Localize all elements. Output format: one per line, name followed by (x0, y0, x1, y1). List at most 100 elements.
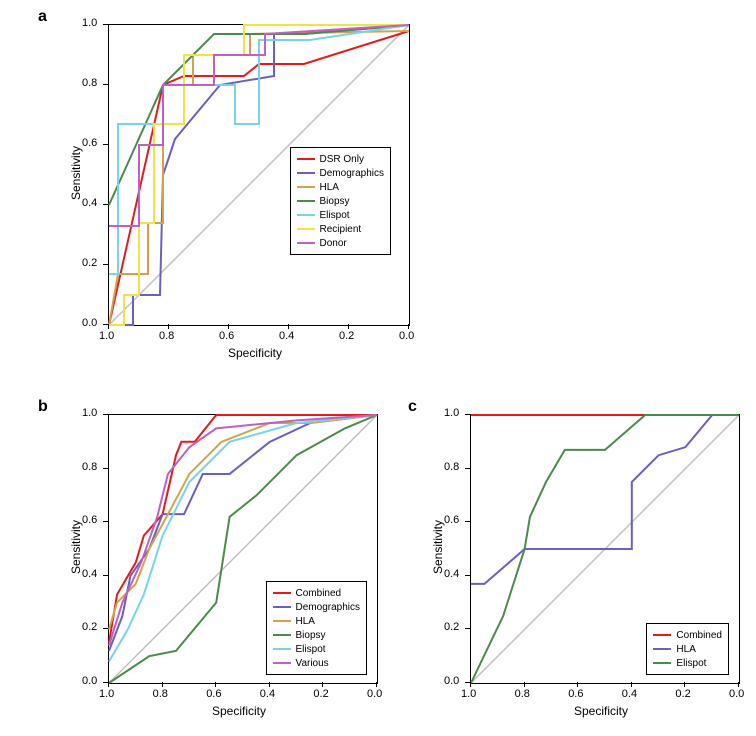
legend-swatch (653, 634, 671, 636)
y-tick-label: 0.4 (82, 197, 97, 209)
roc-series-c-1 (471, 415, 739, 584)
x-tick (168, 324, 169, 329)
x-tick-label: 0.0 (367, 688, 382, 700)
legend-label: HLA (320, 182, 339, 193)
x-tick (408, 324, 409, 329)
y-tick (103, 84, 108, 85)
legend-label: DSR Only (320, 154, 364, 165)
x-tick (108, 324, 109, 329)
y-tick-label: 0.4 (444, 568, 459, 580)
x-tick-label: 0.8 (515, 688, 530, 700)
y-tick (103, 24, 108, 25)
roc-plot-b: CombinedDemographicsHLABiopsyElispotVari… (108, 414, 378, 684)
x-tick-label: 0.4 (260, 688, 275, 700)
y-tick (465, 575, 470, 576)
x-tick-label: 0.6 (219, 330, 234, 342)
x-tick-label: 0.8 (159, 330, 174, 342)
x-tick (228, 324, 229, 329)
legend-swatch (653, 662, 671, 664)
y-tick (465, 628, 470, 629)
y-tick (103, 264, 108, 265)
x-tick (288, 324, 289, 329)
panel-label-c: c (408, 398, 417, 416)
legend-swatch (273, 662, 291, 664)
y-tick (103, 682, 108, 683)
y-tick-label: 0.8 (82, 77, 97, 89)
x-axis-label: Specificity (228, 346, 282, 360)
y-tick (465, 521, 470, 522)
legend-label: Combined (676, 630, 722, 641)
x-tick-label: 1.0 (461, 688, 476, 700)
y-tick-label: 0.6 (82, 137, 97, 149)
y-tick-label: 0.0 (444, 675, 459, 687)
x-tick-label: 1.0 (99, 330, 114, 342)
y-tick (103, 414, 108, 415)
legend-label: Elispot (296, 644, 326, 655)
legend-item: Elispot (297, 208, 384, 222)
legend-item: HLA (653, 642, 722, 656)
y-tick-label: 0.8 (82, 461, 97, 473)
legend-label: HLA (676, 644, 695, 655)
x-tick (738, 682, 739, 687)
legend-swatch (297, 200, 315, 202)
legend-item: Demographics (297, 166, 384, 180)
y-tick-label: 0.4 (82, 568, 97, 580)
x-tick (684, 682, 685, 687)
x-tick (108, 682, 109, 687)
x-tick-label: 0.2 (675, 688, 690, 700)
legend-item: HLA (297, 180, 384, 194)
x-tick-label: 0.0 (729, 688, 744, 700)
x-axis-label: Specificity (212, 704, 266, 718)
x-tick-label: 0.8 (153, 688, 168, 700)
legend-swatch (273, 606, 291, 608)
panel-label-a: a (38, 8, 47, 26)
y-axis-label: Sensitivity (431, 517, 445, 577)
x-tick (524, 682, 525, 687)
x-tick (162, 682, 163, 687)
y-tick (465, 682, 470, 683)
legend-item: Elispot (653, 656, 722, 670)
x-tick (631, 682, 632, 687)
panel-label-b: b (38, 398, 48, 416)
legend-label: Combined (296, 588, 342, 599)
x-tick-label: 0.4 (279, 330, 294, 342)
y-tick-label: 0.6 (82, 514, 97, 526)
legend-item: Recipient (297, 222, 384, 236)
legend-label: Elispot (320, 210, 350, 221)
y-axis-label: Sensitivity (69, 517, 83, 577)
legend-swatch (653, 648, 671, 650)
x-tick (376, 682, 377, 687)
legend-swatch (273, 634, 291, 636)
legend-label: Various (296, 658, 329, 669)
x-tick (215, 682, 216, 687)
roc-plot-c: Combined HLA Elispot (470, 414, 740, 684)
y-tick (103, 144, 108, 145)
legend-label: Biopsy (320, 196, 350, 207)
legend-item: Biopsy (297, 194, 384, 208)
legend-item: HLA (273, 614, 360, 628)
legend-swatch (297, 242, 315, 244)
legend-item: Combined (273, 586, 360, 600)
y-tick-label: 0.2 (82, 621, 97, 633)
y-tick (103, 204, 108, 205)
legend-label: Elispot (676, 658, 706, 669)
y-tick-label: 0.8 (444, 461, 459, 473)
y-axis-label: Sensitivity (69, 143, 83, 203)
legend-item: DSR Only (297, 152, 384, 166)
roc-plot-a: DSR Only Demographics HLA Biopsy Elispot Reci… (108, 24, 410, 326)
y-tick-label: 0.6 (444, 514, 459, 526)
x-tick (577, 682, 578, 687)
x-tick-label: 1.0 (99, 688, 114, 700)
y-tick (103, 521, 108, 522)
legend-b: CombinedDemographicsHLABiopsyElispotVari… (266, 581, 367, 675)
legend-label: Recipient (320, 224, 362, 235)
legend-label: Demographics (320, 168, 384, 179)
legend-swatch (273, 648, 291, 650)
y-tick-label: 0.2 (82, 257, 97, 269)
legend-label: Biopsy (296, 630, 326, 641)
legend-item: Combined (653, 628, 722, 642)
legend-item: Elispot (273, 642, 360, 656)
y-tick-label: 1.0 (82, 407, 97, 419)
y-tick (103, 468, 108, 469)
legend-swatch (297, 228, 315, 230)
